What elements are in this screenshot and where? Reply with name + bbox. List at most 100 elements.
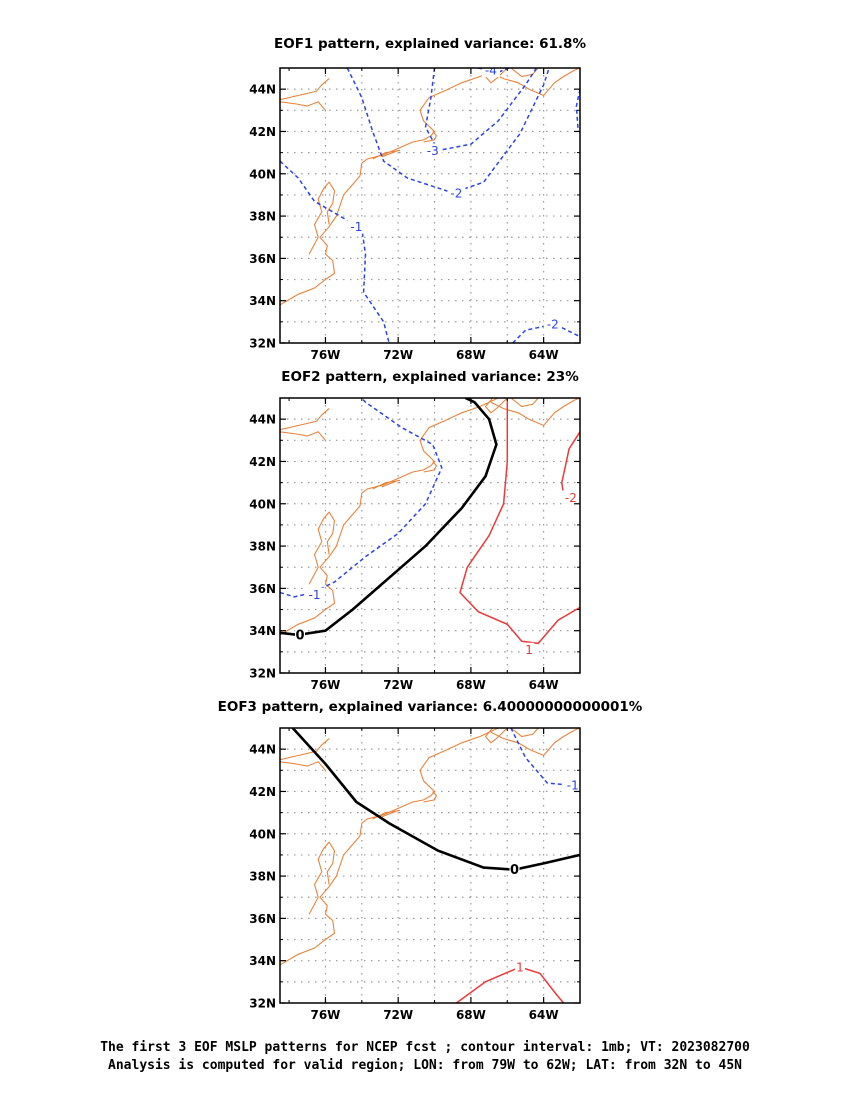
y-tick-label: 34N — [249, 624, 276, 638]
map-frame — [279, 67, 581, 344]
coastline — [490, 68, 580, 97]
x-tick-label: 76W — [310, 678, 340, 692]
y-tick-label: 44N — [249, 413, 276, 427]
coastline — [280, 408, 330, 431]
coastline — [280, 738, 330, 761]
x-tick-label: 72W — [383, 1008, 413, 1022]
eof2-panel: EOF2 pattern, explained variance: 23% -1 0… — [249, 369, 581, 692]
coastline — [484, 398, 508, 414]
contour-label: -1 — [309, 588, 321, 602]
y-tick-label: 42N — [249, 785, 276, 799]
coastline — [280, 78, 330, 101]
x-tick-label: 68W — [456, 1008, 486, 1022]
contour-line — [478, 68, 510, 73]
contour-line — [459, 398, 580, 645]
y-tick-label: 34N — [249, 294, 276, 308]
coastline — [484, 728, 508, 744]
x-tick-label: 72W — [383, 348, 413, 362]
coastline — [372, 809, 401, 820]
footer-line-2: Analysis is computed for valid region; L… — [108, 1058, 742, 1073]
contour-label: -1 — [350, 220, 362, 234]
contour-line — [561, 431, 580, 499]
contour-line — [575, 89, 580, 132]
y-tick-label: 34N — [249, 954, 276, 968]
y-tick-label: 44N — [249, 83, 276, 97]
x-tick-label: 64W — [529, 348, 559, 362]
y-tick-label: 42N — [249, 125, 276, 139]
contour-label-bg — [543, 316, 562, 331]
eof2-title: EOF2 pattern, explained variance: 23% — [281, 369, 579, 385]
contour-label: -2 — [450, 186, 462, 200]
x-tick-label: 72W — [383, 678, 413, 692]
contour-label: 0 — [295, 628, 304, 643]
contour-line — [424, 68, 538, 152]
y-tick-label: 32N — [249, 997, 276, 1011]
contour-label-bg — [561, 490, 580, 505]
contour-label: 1 — [525, 643, 533, 657]
eof3-title: EOF3 pattern, explained variance: 6.4000… — [218, 699, 643, 715]
coastline — [280, 761, 326, 771]
y-tick-label: 32N — [249, 667, 276, 681]
y-tick-label: 32N — [249, 337, 276, 351]
contour-line — [280, 160, 390, 343]
coastline — [423, 131, 438, 143]
x-tick-label: 76W — [310, 348, 340, 362]
coastline — [423, 461, 438, 473]
coastline — [280, 398, 499, 636]
contour-label-bg — [447, 185, 466, 200]
coastline — [490, 728, 580, 757]
y-tick-label: 38N — [249, 210, 276, 224]
eof1-panel: EOF1 pattern, explained variance: 61.8% -… — [249, 36, 586, 362]
contour-label: -2 — [565, 491, 577, 505]
x-tick-label: 64W — [529, 1008, 559, 1022]
x-tick-label: 68W — [456, 348, 486, 362]
coastline — [280, 68, 499, 306]
coastline — [280, 101, 326, 111]
coastline — [308, 511, 336, 585]
x-tick-label: 68W — [456, 678, 486, 692]
map-frame — [279, 397, 581, 674]
coastline — [280, 728, 499, 966]
coastline — [372, 479, 401, 490]
y-tick-label: 36N — [249, 912, 276, 926]
coastline — [510, 398, 539, 408]
contour-line — [291, 728, 580, 872]
y-tick-label: 38N — [249, 540, 276, 554]
contour-line — [455, 966, 565, 1003]
coastline — [423, 791, 438, 803]
coastline — [280, 431, 326, 441]
contour-label: 1 — [516, 961, 524, 975]
coastline — [308, 181, 336, 255]
y-tick-label: 42N — [249, 455, 276, 469]
contour-label-bg — [509, 862, 520, 877]
coastline — [510, 728, 539, 738]
coastline — [308, 841, 336, 915]
contour-label: -1 — [567, 779, 579, 793]
coastline — [490, 398, 580, 427]
contour-label-bg — [563, 778, 580, 793]
contour-line — [346, 68, 550, 194]
coastline — [372, 149, 401, 160]
eof3-panel: EOF3 pattern, explained variance: 6.4000… — [218, 699, 643, 1022]
y-tick-label: 40N — [249, 827, 276, 841]
contour-label-bg — [423, 143, 442, 158]
y-tick-label: 36N — [249, 582, 276, 596]
map-frame — [279, 727, 581, 1004]
contour-label: -4 — [485, 64, 497, 78]
footer-line-1: The first 3 EOF MSLP patterns for NCEP f… — [100, 1040, 750, 1055]
coastline — [510, 68, 539, 78]
y-tick-label: 38N — [249, 870, 276, 884]
contour-label-bg — [347, 219, 366, 234]
contour-label-bg — [481, 68, 500, 78]
x-tick-label: 64W — [529, 678, 559, 692]
contour-label: -2 — [547, 317, 559, 331]
x-tick-label: 76W — [310, 1008, 340, 1022]
y-tick-label: 36N — [249, 252, 276, 266]
eof1-title: EOF1 pattern, explained variance: 61.8% — [274, 36, 586, 52]
contour-label: -3 — [427, 144, 439, 158]
contour-line — [512, 323, 580, 343]
contour-label-bg — [524, 642, 535, 657]
contour-label-bg — [515, 960, 525, 975]
contour-label: 0 — [510, 863, 519, 878]
